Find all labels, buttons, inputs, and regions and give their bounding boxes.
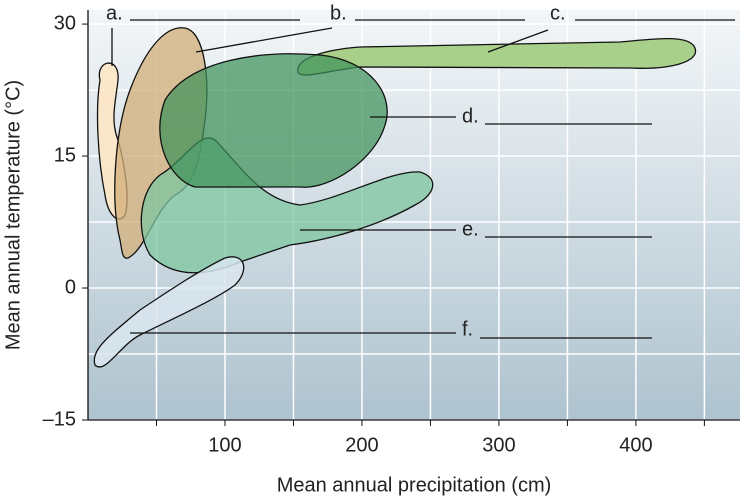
label-a: a.: [106, 2, 123, 24]
label-f: f.: [462, 318, 473, 340]
x-tick-label: 100: [208, 434, 241, 456]
x-tick-label: 200: [345, 434, 378, 456]
y-tick-label: –15: [43, 408, 76, 430]
label-e: e.: [462, 218, 479, 240]
y-tick-label: 15: [54, 144, 76, 166]
y-tick-label: 0: [65, 276, 76, 298]
x-tick-label: 300: [482, 434, 515, 456]
y-axis-title: Mean annual temperature (°C): [2, 80, 24, 350]
label-c: c.: [550, 2, 566, 24]
y-tick-label: 30: [54, 12, 76, 34]
region-f: [93, 256, 245, 368]
x-tick-label: 400: [619, 434, 652, 456]
label-b: b.: [330, 2, 347, 24]
leaders: [111, 19, 735, 339]
x-axis-title: Mean annual precipitation (cm): [277, 474, 552, 496]
region-d: [159, 53, 388, 188]
label-d: d.: [462, 105, 479, 127]
